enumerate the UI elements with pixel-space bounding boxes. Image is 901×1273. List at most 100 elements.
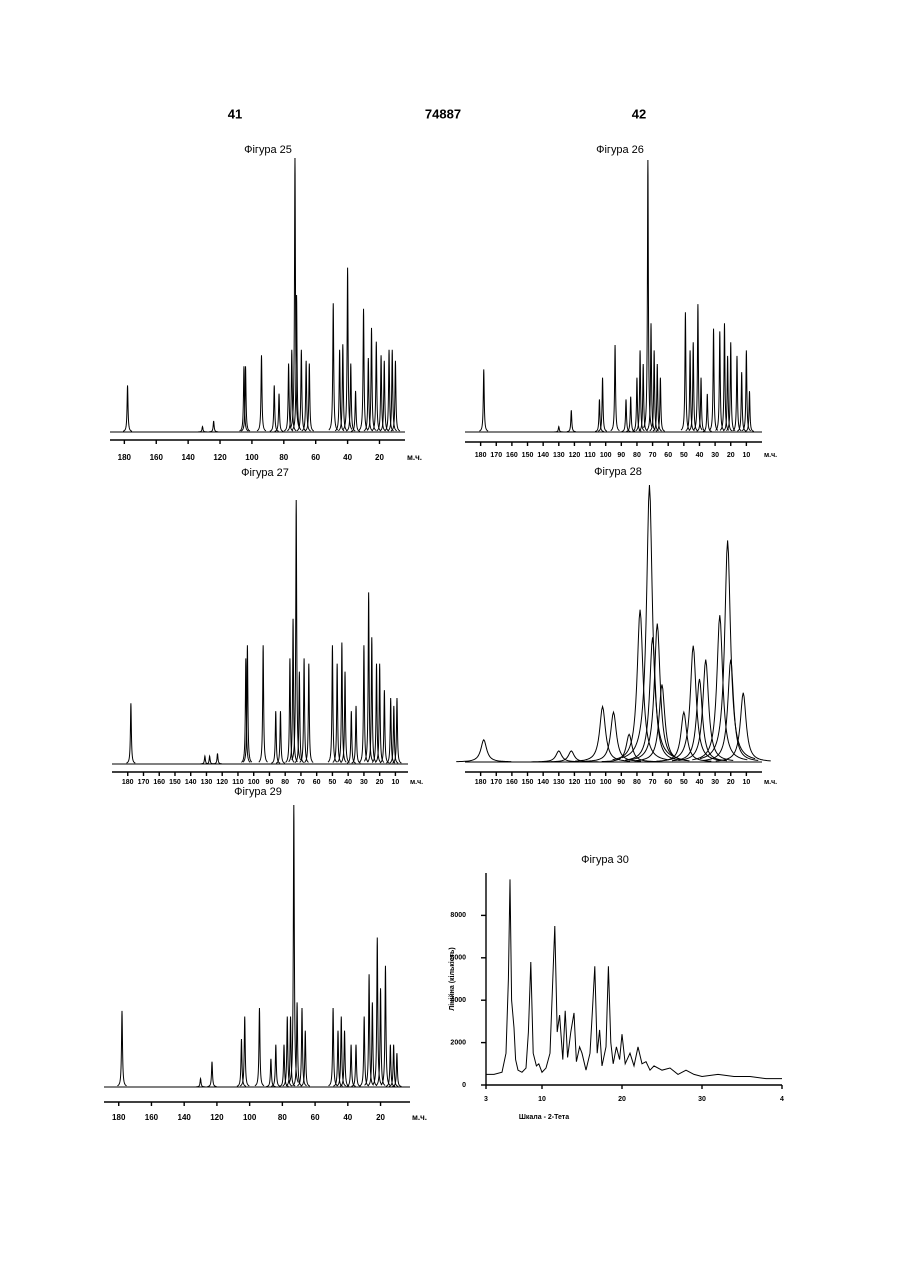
- x-tick-label: 40: [696, 452, 704, 459]
- peak: [213, 753, 222, 763]
- peak: [733, 356, 742, 431]
- x-tick-label: 100: [600, 452, 612, 459]
- figure-title: Фігура 27: [241, 467, 289, 479]
- peak: [359, 309, 368, 430]
- x-tick-label: 50: [680, 779, 688, 786]
- x-tick-label: 140: [537, 452, 549, 459]
- x-tick-label: 100: [248, 779, 260, 786]
- x-tick-label: 180: [475, 779, 487, 786]
- x-tick-label: 10: [538, 1096, 546, 1103]
- peak: [255, 1008, 264, 1086]
- x-tick-label: 20: [376, 779, 384, 786]
- figure-title: Фігура 28: [594, 466, 642, 478]
- x-tick-label: 20: [376, 1113, 385, 1122]
- x-tick-label: 80: [633, 779, 641, 786]
- peak: [681, 312, 690, 430]
- x-tick-label: 170: [490, 779, 502, 786]
- peak: [198, 427, 207, 432]
- x-tick-label: 30: [711, 452, 719, 459]
- y-tick-label: 2000: [450, 1039, 466, 1046]
- peak: [259, 645, 268, 762]
- x-tick-label: 4: [780, 1096, 784, 1103]
- peak: [697, 378, 706, 432]
- x-tick-label: 90: [617, 779, 625, 786]
- peak: [575, 707, 630, 762]
- peak: [611, 345, 620, 431]
- peak: [329, 303, 338, 430]
- x-tick-label: 120: [569, 779, 581, 786]
- figure-title: Фігура 25: [244, 144, 292, 156]
- x-tick-label: 80: [633, 452, 641, 459]
- peak: [207, 1062, 216, 1087]
- x-tick-label: 150: [169, 779, 181, 786]
- x-tick-label: 180: [475, 452, 487, 459]
- peak: [703, 660, 758, 761]
- figure-title: Фігура 30: [581, 854, 629, 866]
- x-axis-label: м.ч.: [412, 1113, 427, 1122]
- x-tick-label: 180: [122, 779, 134, 786]
- x-tick-label: 160: [153, 779, 165, 786]
- patent-number: 74887: [425, 106, 461, 121]
- x-tick-label: 120: [210, 1113, 224, 1122]
- peak: [126, 703, 135, 763]
- x-tick-label: 60: [311, 1113, 320, 1122]
- x-tick-label: 80: [279, 453, 288, 462]
- x-tick-label: 80: [281, 779, 289, 786]
- peak: [117, 1011, 126, 1086]
- peak: [694, 304, 703, 430]
- peak: [257, 355, 266, 431]
- x-tick-label: 130: [553, 452, 565, 459]
- peak: [672, 679, 727, 761]
- x-tick-label: 100: [245, 453, 259, 462]
- peak: [709, 329, 718, 431]
- x-tick-label: 40: [344, 779, 352, 786]
- y-axis-label: Лінійна (кількість): [448, 947, 456, 1010]
- x-axis-label: м.ч.: [764, 452, 777, 459]
- x-tick-label: 30: [360, 779, 368, 786]
- x-axis-label: Шкала - 2-Тета: [519, 1114, 569, 1121]
- x-tick-label: 10: [392, 779, 400, 786]
- x-tick-label: 70: [297, 779, 305, 786]
- x-tick-label: 170: [490, 452, 502, 459]
- x-tick-label: 110: [584, 452, 595, 459]
- peak: [346, 364, 355, 431]
- x-tick-label: 110: [584, 779, 595, 786]
- peak: [123, 385, 132, 431]
- x-tick-label: 60: [311, 453, 320, 462]
- peak: [456, 740, 511, 762]
- peak: [328, 645, 337, 762]
- x-tick-label: 30: [698, 1096, 706, 1103]
- peak: [703, 394, 712, 431]
- x-tick-label: 160: [506, 779, 518, 786]
- y-tick-label: 0: [462, 1082, 466, 1089]
- y-tick-label: 8000: [450, 912, 466, 919]
- x-tick-label: 40: [696, 779, 704, 786]
- x-tick-label: 110: [232, 779, 243, 786]
- peak: [479, 369, 488, 431]
- x-tick-label: 140: [178, 1113, 192, 1122]
- x-tick-label: 140: [181, 453, 195, 462]
- x-tick-label: 30: [711, 779, 719, 786]
- page-number-left: 41: [228, 106, 242, 121]
- peak: [625, 637, 680, 760]
- x-tick-label: 120: [213, 453, 227, 462]
- x-tick-label: 20: [375, 453, 384, 462]
- x-tick-label: 20: [727, 779, 735, 786]
- figure-title: Фігура 26: [596, 144, 644, 156]
- peak: [678, 660, 733, 761]
- x-axis-label: м.ч.: [764, 779, 777, 786]
- peak: [271, 1045, 280, 1087]
- x-tick-label: 180: [112, 1113, 126, 1122]
- x-axis-label: м.ч.: [407, 453, 422, 462]
- peak: [270, 385, 279, 431]
- x-tick-label: 160: [506, 452, 518, 459]
- x-tick-label: 80: [278, 1113, 287, 1122]
- x-tick-label: 130: [201, 779, 213, 786]
- x-tick-label: 140: [185, 779, 197, 786]
- xrd-pattern: [486, 879, 782, 1078]
- x-tick-label: 100: [243, 1113, 257, 1122]
- peak: [622, 485, 677, 758]
- x-tick-label: 170: [138, 779, 150, 786]
- x-tick-label: 50: [329, 779, 337, 786]
- peak: [742, 350, 751, 430]
